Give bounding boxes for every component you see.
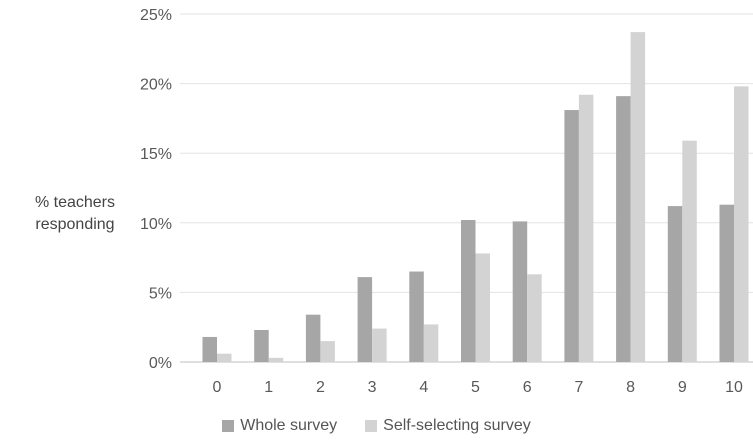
legend-label-self-selecting-survey: Self-selecting survey xyxy=(383,417,531,434)
bar-whole-survey-6 xyxy=(512,221,528,362)
x-tick-label-1: 1 xyxy=(264,379,273,396)
x-tick-label-4: 4 xyxy=(419,379,428,396)
y-tick-label-15: 15% xyxy=(140,146,172,163)
bar-self-selecting-survey-4 xyxy=(423,324,439,362)
y-axis-label-line-1: % teachers xyxy=(34,194,116,211)
x-tick-labels: 0 1 2 3 4 5 6 7 8 9 10 xyxy=(213,379,743,396)
bar-whole-survey-0 xyxy=(202,336,217,362)
bar-whole-survey-3 xyxy=(357,277,373,362)
bar-whole-survey-2 xyxy=(305,314,321,362)
y-tick-labels: 0% 5% 10% 15% 20% 25% xyxy=(140,7,172,372)
bar-whole-survey-4 xyxy=(409,271,424,362)
bar-self-selecting-survey-2 xyxy=(320,341,335,362)
bar-self-selecting-survey-1 xyxy=(268,357,284,362)
y-axis-label: % teachers responding xyxy=(0,192,150,236)
y-tick-label-20: 20% xyxy=(140,77,172,94)
x-tick-label-0: 0 xyxy=(213,379,222,396)
legend-item-whole-survey: Whole survey xyxy=(222,417,337,435)
bar-self-selecting-survey-5 xyxy=(475,253,490,362)
bar-whole-survey-1 xyxy=(254,329,269,362)
y-tick-label-5: 5% xyxy=(149,285,172,302)
y-tick-label-0: 0% xyxy=(149,355,172,372)
bar-self-selecting-survey-7 xyxy=(578,94,594,363)
bar-whole-survey-9 xyxy=(667,206,683,362)
x-tick-label-3: 3 xyxy=(368,379,377,396)
y-tick-label-25: 25% xyxy=(140,7,172,24)
x-tick-label-6: 6 xyxy=(523,379,532,396)
bar-whole-survey-7 xyxy=(564,110,579,362)
legend-swatch-self-selecting-survey xyxy=(365,420,378,432)
x-tick-label-8: 8 xyxy=(626,379,635,396)
y-axis-label-line-2: responding xyxy=(35,216,115,233)
x-tick-label-2: 2 xyxy=(316,379,325,396)
x-tick-label-9: 9 xyxy=(678,379,687,396)
x-tick-label-10: 10 xyxy=(725,379,743,396)
legend-label-whole-survey: Whole survey xyxy=(240,417,338,434)
legend-item-self-selecting-survey: Self-selecting survey xyxy=(365,417,531,435)
y-tick-label-10: 10% xyxy=(140,216,172,233)
bar-self-selecting-survey-0 xyxy=(217,353,232,362)
bar-whole-survey-5 xyxy=(461,220,476,362)
x-tick-label-5: 5 xyxy=(471,379,480,396)
bar-whole-survey-8 xyxy=(616,96,631,363)
legend-swatch-whole-survey xyxy=(222,420,235,432)
bar-self-selecting-survey-10 xyxy=(734,86,749,362)
bar-self-selecting-survey-8 xyxy=(630,32,646,362)
bar-whole-survey-10 xyxy=(719,204,734,362)
bars xyxy=(202,32,749,363)
x-tick-label-7: 7 xyxy=(574,379,583,396)
legend: Whole survey Self-selecting survey xyxy=(0,417,753,435)
bar-self-selecting-survey-3 xyxy=(372,328,387,362)
bar-self-selecting-survey-6 xyxy=(527,274,542,362)
bar-self-selecting-survey-9 xyxy=(682,140,697,362)
